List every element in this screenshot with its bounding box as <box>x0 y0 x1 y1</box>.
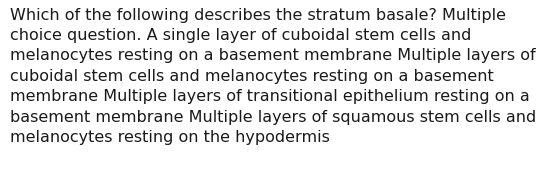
Text: Which of the following describes the stratum basale? Multiple
choice question. A: Which of the following describes the str… <box>10 8 536 145</box>
